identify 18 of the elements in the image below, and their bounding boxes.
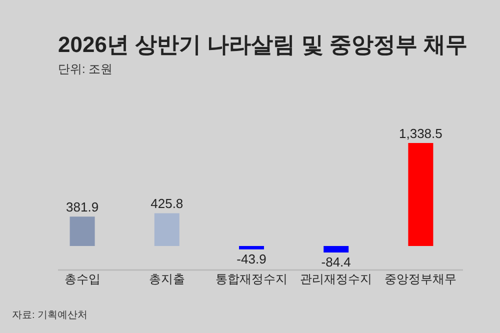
chart-subtitle: 단위: 조원 — [58, 62, 113, 76]
x-tick-label: 관리재정수지 — [300, 272, 372, 286]
data-label: -84.4 — [321, 254, 351, 270]
data-label: -43.9 — [236, 251, 266, 266]
data-label: 381.9 — [66, 200, 99, 215]
bar — [154, 213, 180, 246]
bar — [70, 216, 95, 246]
data-label: 1,338.5 — [399, 126, 442, 141]
x-tick-label: 총지출 — [148, 272, 185, 286]
bar — [239, 246, 264, 250]
chart-title: 2026년 상반기 나라살림 및 중앙정부 채무 — [58, 32, 468, 57]
data-label: 425.8 — [150, 196, 184, 212]
x-tick-label: 총수입 — [64, 272, 100, 286]
x-tick-label: 통합재정수지 — [216, 272, 288, 286]
bar — [408, 143, 434, 246]
bar — [324, 246, 349, 252]
x-tick-label: 중앙정부채무 — [384, 272, 457, 286]
text: 자료: 기획예산처 — [12, 310, 88, 321]
